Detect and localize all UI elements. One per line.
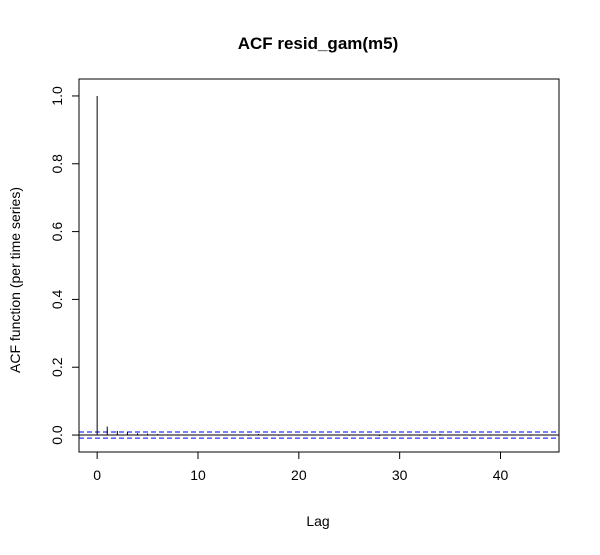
chart-title: ACF resid_gam(m5)	[238, 34, 399, 53]
x-tick-label-0: 0	[93, 467, 101, 483]
chart-marks	[79, 95, 559, 439]
y-axis-label: ACF function (per time series)	[7, 187, 23, 373]
y-tick-label-2: 0.4	[49, 289, 65, 309]
plot-frame	[78, 78, 560, 453]
x-axis: 0 10 20 30 40	[93, 451, 509, 483]
y-tick-label-4: 0.8	[49, 154, 65, 174]
y-tick-label-5: 1.0	[49, 86, 65, 106]
y-axis: 0.0 0.2 0.4 0.6 0.8 1.0	[49, 86, 80, 445]
x-tick-label-30: 30	[392, 467, 408, 483]
y-tick-label-3: 0.6	[49, 222, 65, 242]
x-axis-label: Lag	[306, 513, 329, 529]
x-tick-label-10: 10	[190, 467, 206, 483]
x-tick-label-20: 20	[291, 467, 307, 483]
y-tick-label-0: 0.0	[49, 425, 65, 445]
x-tick-label-40: 40	[493, 467, 509, 483]
y-tick-label-1: 0.2	[49, 357, 65, 377]
